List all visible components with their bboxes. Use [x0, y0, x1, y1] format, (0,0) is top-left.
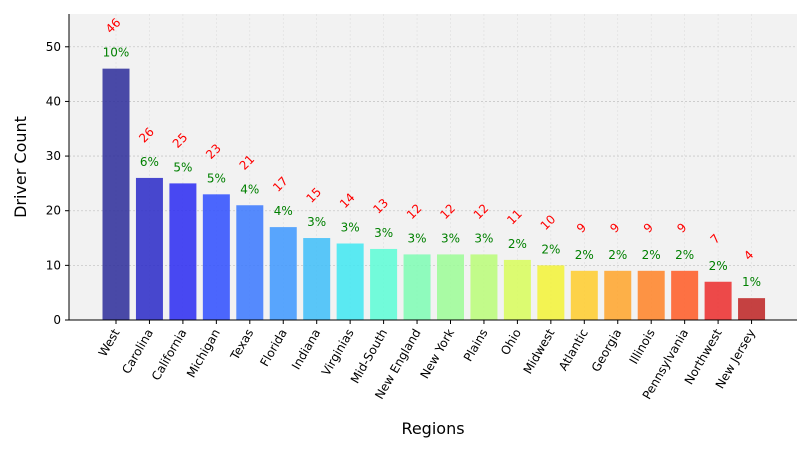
x-tick-label: West	[96, 326, 123, 359]
y-tick-label: 30	[46, 149, 61, 163]
percent-label: 2%	[675, 248, 694, 262]
percent-label: 3%	[408, 231, 427, 245]
x-tick-label: Virginias	[319, 327, 357, 379]
bar-indiana	[303, 238, 331, 320]
x-tick-label: New York	[417, 326, 457, 381]
bar-atlantic	[570, 270, 598, 320]
percent-label: 2%	[508, 237, 527, 251]
bar-midwest	[537, 265, 565, 320]
x-tick-label: Illinois	[627, 327, 658, 367]
x-tick-label: Texas	[227, 327, 256, 364]
bar-northwest	[704, 281, 732, 320]
y-tick-label: 40	[46, 94, 61, 108]
percent-label: 2%	[575, 248, 594, 262]
percent-label: 5%	[173, 160, 192, 174]
bar-mid-south	[370, 248, 398, 320]
percent-label: 3%	[441, 231, 460, 245]
percent-label: 2%	[642, 248, 661, 262]
bar-michigan	[202, 194, 230, 320]
bar-georgia	[604, 270, 632, 320]
percent-label: 1%	[742, 275, 761, 289]
x-tick-label: Carolina	[119, 327, 156, 377]
x-tick-label: Ohio	[498, 327, 524, 358]
bar-ohio	[503, 259, 531, 320]
percent-labels-group: 10% 6% 5% 5% 4% 4% 3% 3% 3% 3% 3% 3% 2% 2% 2% 2% 2% 2% 2% 1…	[103, 46, 761, 289]
bar-west	[102, 68, 130, 321]
bar-florida	[269, 227, 297, 320]
bar-virginias	[336, 243, 364, 320]
percent-label: 10%	[103, 46, 130, 60]
bar-pennsylvania	[671, 270, 699, 320]
y-tick-label: 0	[53, 313, 61, 327]
y-tick-label: 50	[46, 40, 61, 54]
y-ticks-group: 0 10 20 30 40 50	[46, 40, 69, 327]
bars-group	[102, 68, 766, 321]
x-tick-label: Plains	[461, 327, 491, 364]
percent-label: 4%	[240, 182, 259, 196]
y-tick-label: 10	[46, 258, 61, 272]
percent-label: 2%	[541, 242, 560, 256]
y-axis-title: Driver Count	[11, 116, 30, 218]
percent-label: 5%	[207, 171, 226, 185]
percent-label: 3%	[474, 231, 493, 245]
bar-california	[169, 183, 197, 320]
y-tick-label: 20	[46, 204, 61, 218]
x-tick-label: Florida	[257, 327, 290, 369]
percent-label: 6%	[140, 155, 159, 169]
bar-plains	[470, 254, 498, 320]
x-tick-label: Midwest	[521, 326, 558, 376]
bar-new-england	[403, 254, 431, 320]
bar-new-york	[437, 254, 464, 320]
bar-illinois	[637, 270, 665, 320]
percent-label: 3%	[341, 221, 360, 235]
x-tick-label: Michigan	[184, 327, 223, 381]
bar-new-jersey	[738, 298, 766, 320]
bar-texas	[236, 205, 264, 320]
percent-label: 2%	[709, 259, 728, 273]
percent-label: 3%	[307, 215, 326, 229]
x-tick-label: Atlantic	[556, 327, 591, 374]
bar-carolina	[135, 177, 163, 320]
x-axis-title: Regions	[401, 419, 464, 438]
x-tick-label: Indiana	[289, 327, 323, 372]
percent-label: 4%	[274, 204, 293, 218]
percent-label: 3%	[374, 226, 393, 240]
percent-label: 2%	[608, 248, 627, 262]
x-tick-label: Georgia	[589, 327, 625, 375]
